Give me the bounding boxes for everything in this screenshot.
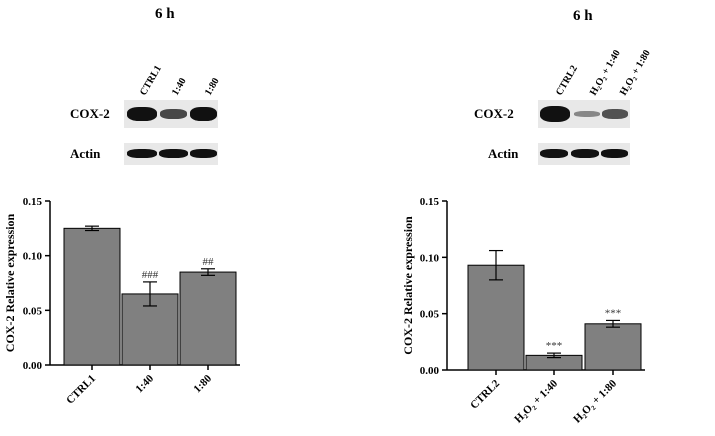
y-tick-label: 0.10 bbox=[420, 252, 440, 264]
y-axis-label: COX-2 Relative expression bbox=[401, 216, 415, 355]
x-tick-label: CTRL2 bbox=[468, 377, 502, 411]
blot-band bbox=[190, 149, 217, 158]
blot-band bbox=[160, 109, 187, 119]
x-tick-label: 1:80 bbox=[191, 372, 214, 395]
y-tick-label: 0.00 bbox=[23, 360, 43, 372]
y-tick-label: 0.05 bbox=[23, 305, 43, 317]
y-tick-label: 0.15 bbox=[23, 196, 43, 208]
blot-band bbox=[127, 149, 157, 158]
y-axis-label: COX-2 Relative expression bbox=[3, 213, 17, 352]
bar bbox=[63, 227, 121, 366]
blot-band bbox=[602, 109, 628, 119]
western-blot-actin bbox=[124, 143, 218, 165]
blot-band bbox=[540, 106, 570, 122]
blot-band bbox=[540, 149, 568, 158]
blot-band bbox=[190, 107, 217, 121]
y-tick-label: 0.05 bbox=[420, 309, 440, 321]
y-tick-label: 0.00 bbox=[420, 365, 440, 377]
blot-band bbox=[601, 149, 628, 158]
blot-band bbox=[574, 111, 600, 117]
western-blot-cox2 bbox=[124, 100, 218, 128]
x-tick-label: CTRL1 bbox=[64, 373, 98, 407]
significance-label: ## bbox=[203, 256, 215, 268]
blot-band bbox=[571, 149, 599, 158]
y-tick-label: 0.15 bbox=[420, 196, 440, 208]
blot-band bbox=[159, 149, 188, 158]
western-blot-cox2 bbox=[538, 100, 630, 128]
blot-label-actin: Actin bbox=[488, 146, 519, 161]
x-tick-label: 1:40 bbox=[133, 372, 156, 395]
significance-label: ### bbox=[142, 269, 159, 281]
panel-right: 6 h CTRL2 H₂O₂ + 1:40 H₂O₂ + 1:80 COX-2 … bbox=[360, 0, 715, 436]
western-blot-actin bbox=[538, 143, 630, 165]
bar-chart-left: 0.00 0.05 0.10 0.15 COX-2 Relative expressio… bbox=[3, 196, 240, 407]
bar bbox=[179, 271, 237, 366]
time-title: 6 h bbox=[573, 8, 593, 24]
x-tick-label: H₂O₂ + 1:80 bbox=[571, 377, 619, 425]
blot-band bbox=[127, 107, 157, 121]
significance-label: *** bbox=[605, 307, 622, 319]
y-tick-label: 0.10 bbox=[23, 251, 43, 263]
significance-label: *** bbox=[546, 340, 563, 352]
blot-label-actin: Actin bbox=[70, 146, 101, 161]
blot-label-cox2: COX-2 bbox=[70, 106, 110, 121]
bar bbox=[467, 264, 525, 371]
bar bbox=[584, 323, 642, 371]
panel-left: 6 h CTRL1 1:40 1:80 COX-2 Actin 0.00 0.05… bbox=[3, 6, 240, 407]
blot-label-cox2: COX-2 bbox=[474, 106, 514, 121]
x-tick-label: H₂O₂ + 1:40 bbox=[512, 377, 560, 425]
time-title: 6 h bbox=[155, 6, 175, 22]
bar-chart-right: 0.00 0.05 0.10 0.15 COX-2 Relative expressio… bbox=[401, 196, 645, 425]
